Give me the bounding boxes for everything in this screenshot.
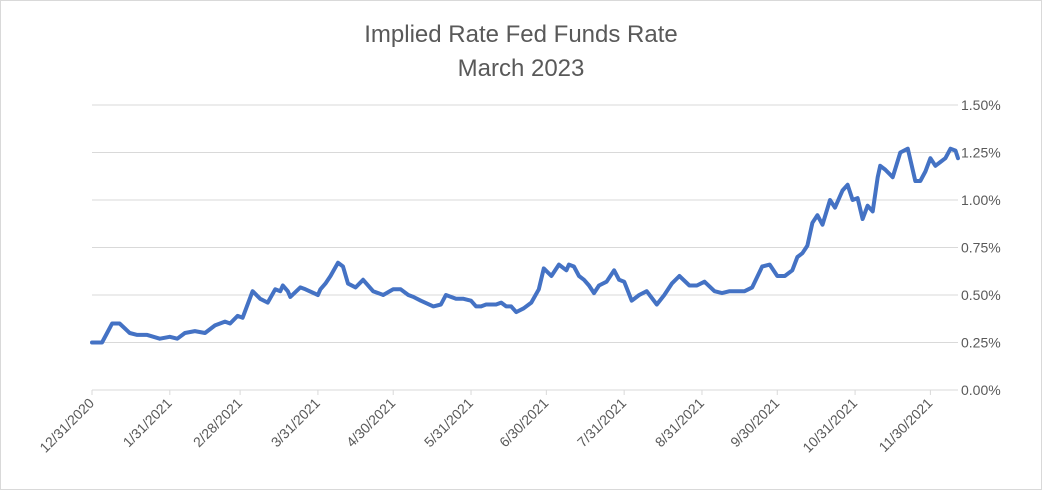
x-tick-label: 6/30/2021 xyxy=(496,395,552,451)
y-tick-label: 1.25% xyxy=(961,145,1001,161)
x-axis-ticks: 12/31/2020 1/31/2021 2/28/2021 3/31/2021 4/3… xyxy=(36,390,936,456)
x-tick-label: 3/31/2021 xyxy=(268,395,324,451)
y-tick-label: 1.50% xyxy=(961,97,1001,113)
chart-title: Implied Rate Fed Funds Rate xyxy=(364,21,678,48)
y-tick-label: 0.25% xyxy=(961,335,1001,351)
y-axis-ticks: 0.00% 0.25% 0.50% 0.75% 1.00% 1.25% 1.50% xyxy=(961,97,1001,398)
x-tick-label: 10/31/2021 xyxy=(799,395,860,456)
series-line xyxy=(90,146,960,345)
x-tick-label: 1/31/2021 xyxy=(120,395,176,451)
x-tick-label: 7/31/2021 xyxy=(574,395,630,451)
x-tick-label: 2/28/2021 xyxy=(190,395,246,451)
series-layer xyxy=(90,146,960,345)
y-tick-label: 0.50% xyxy=(961,287,1001,303)
x-tick-label: 12/31/2020 xyxy=(36,395,97,456)
y-tick-label: 0.75% xyxy=(961,240,1001,256)
y-tick-label: 0.00% xyxy=(961,382,1001,398)
x-tick-label: 5/31/2021 xyxy=(421,395,477,451)
x-tick-label: 11/30/2021 xyxy=(875,395,935,455)
y-tick-label: 1.00% xyxy=(961,192,1001,208)
x-tick-label: 8/31/2021 xyxy=(652,395,708,451)
chart-subtitle: March 2023 xyxy=(458,55,585,82)
x-tick-label: 9/30/2021 xyxy=(727,395,783,451)
x-tick-label: 4/30/2021 xyxy=(343,395,399,451)
gridlines xyxy=(92,104,958,391)
